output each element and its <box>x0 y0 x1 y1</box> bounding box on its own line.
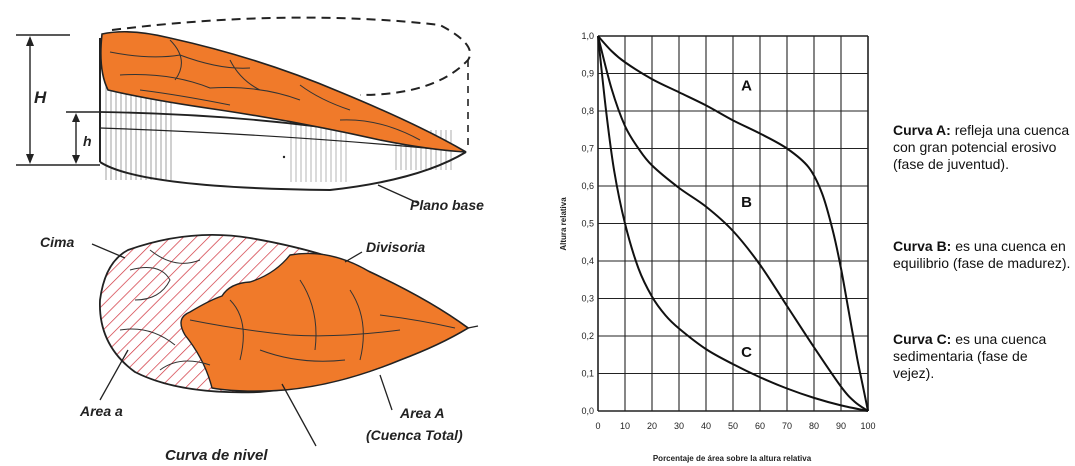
dashed-top-outline <box>111 16 471 96</box>
x-tick-label: 70 <box>782 421 792 431</box>
drainage-lines-map <box>189 279 456 362</box>
area-A-pointer <box>379 374 393 411</box>
x-tick-label: 30 <box>674 421 684 431</box>
label-divisoria: Divisoria <box>366 239 425 255</box>
basin-map-diagram: Cima Divisoria Area a Area A (Cuenca Tot… <box>40 233 479 464</box>
h-arrow-up <box>72 113 80 122</box>
description-curve-a-title: Curva A: <box>893 122 951 138</box>
y-axis-title: Altura relativa <box>559 197 568 251</box>
curve-label-bg <box>739 192 755 210</box>
divisoria-pointer <box>344 251 363 263</box>
curve-b <box>597 35 869 412</box>
y-tick-label: 1,0 <box>581 31 594 41</box>
x-tick-label: 100 <box>860 421 875 431</box>
x-tick-label: 10 <box>620 421 630 431</box>
x-tick-label: 60 <box>755 421 765 431</box>
hypsometric-chart: 0 10 20 30 40 50 60 70 80 90 100 0,00,10,20,30,40,… <box>559 31 876 463</box>
label-h: h <box>83 133 92 149</box>
description-curve-c-text: es una cuenca sedimentaria (fase de veje… <box>893 331 1047 381</box>
chart-curves <box>597 35 869 412</box>
y-tick-label: 0,6 <box>581 181 594 191</box>
curve-c <box>597 35 869 412</box>
outlet-tick <box>467 325 479 329</box>
h-arrow-down <box>72 155 80 164</box>
basin-block-diagram: H h Plano base <box>16 16 484 213</box>
block-body <box>100 40 466 185</box>
description-curve-c-title: Curva C: <box>893 331 952 347</box>
description-curve-a-text: refleja una cuenca con gran potencial er… <box>893 122 1070 172</box>
drainage-lines-top <box>109 39 421 141</box>
block-bottom-edge <box>99 151 467 192</box>
curve-label-b: B <box>741 194 752 211</box>
x-tick-label: 50 <box>728 421 738 431</box>
label-cima: Cima <box>40 234 74 250</box>
curve-label-bg <box>739 342 755 360</box>
x-axis-title: Porcentaje de área sobre la altura relat… <box>653 454 812 463</box>
label-plano-base: Plano base <box>410 197 484 213</box>
H-arrow-up <box>26 36 34 46</box>
chart-grid <box>597 35 869 412</box>
basin-surface <box>100 30 467 153</box>
y-tick-label: 0,9 <box>581 69 594 79</box>
curve-label-c: C <box>741 344 752 361</box>
y-tick-label: 0,2 <box>581 331 594 341</box>
y-tick-labels: 0,0 0,1 0,2 0,3 0,4 0,5 0,6 0,7 0,8 0,9 1,0 <box>581 31 594 416</box>
y-tick-label: 0,5 <box>581 219 594 229</box>
curve-labels: A B C <box>739 76 755 361</box>
label-area-A: Area A <box>399 405 445 421</box>
y-tick-label: 0,0 <box>581 406 594 416</box>
contour-lines-map <box>119 249 211 371</box>
x-tick-label: 40 <box>701 421 711 431</box>
x-tick-labels: 0 10 20 30 40 50 60 70 80 90 100 <box>595 421 875 431</box>
description-curve-c: Curva C: es una cuenca sedimentaria (fas… <box>893 331 1071 382</box>
plano-base-pointer <box>377 184 419 204</box>
x-tick-label: 80 <box>809 421 819 431</box>
curve-a <box>597 35 869 412</box>
description-curve-b-text: es una cuenca en equilibrio (fase de mad… <box>893 238 1071 271</box>
curva-nivel-pointer <box>281 383 317 447</box>
x-tick-label: 0 <box>595 421 600 431</box>
cima-pointer <box>91 243 126 259</box>
description-curve-b-title: Curva B: <box>893 238 952 254</box>
x-tick-label: 90 <box>836 421 846 431</box>
area-A-total <box>180 252 470 392</box>
description-curve-b: Curva B: es una cuenca en equilibrio (fa… <box>893 238 1071 272</box>
label-H: H <box>34 88 47 107</box>
y-tick-label: 0,7 <box>581 144 594 154</box>
y-tick-label: 0,4 <box>581 256 594 266</box>
label-curva-de-nivel: Curva de nivel <box>165 447 268 464</box>
y-tick-label: 0,3 <box>581 294 594 304</box>
curve-label-bg <box>739 76 755 94</box>
curve-label-a: A <box>741 78 752 95</box>
label-area-a: Area a <box>79 403 123 419</box>
y-tick-label: 0,8 <box>581 106 594 116</box>
label-cuenca-total: (Cuenca Total) <box>366 427 463 443</box>
y-tick-label: 0,1 <box>581 369 594 379</box>
H-arrow-down <box>26 154 34 164</box>
area-a-pointer <box>99 349 129 401</box>
block-dot <box>282 155 286 159</box>
description-curve-a: Curva A: refleja una cuenca con gran pot… <box>893 122 1071 173</box>
x-tick-label: 20 <box>647 421 657 431</box>
